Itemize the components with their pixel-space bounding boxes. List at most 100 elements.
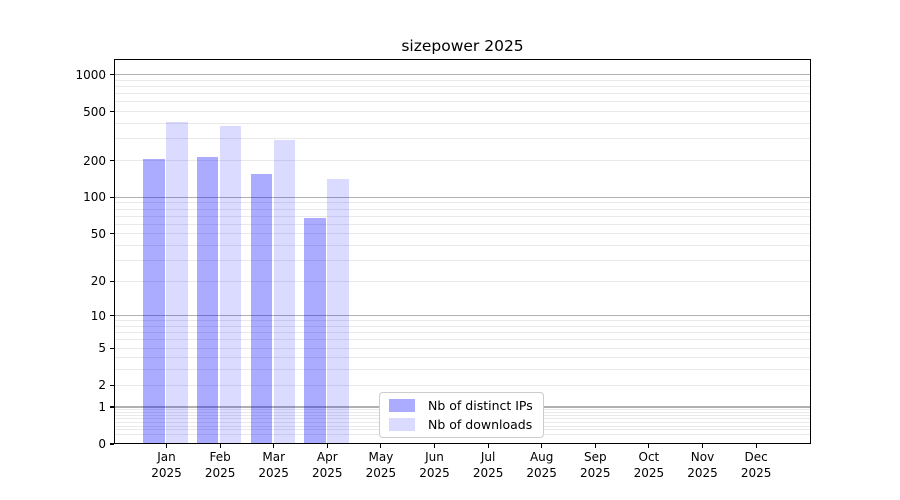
minor-gridline xyxy=(114,332,811,334)
x-tick-label: Jun 2025 xyxy=(407,450,463,481)
minor-gridline xyxy=(114,93,811,95)
minor-gridline xyxy=(114,202,811,204)
y-tick-label: 100 xyxy=(83,190,106,205)
minor-gridline xyxy=(114,280,811,282)
x-tick-label-year: 2025 xyxy=(687,465,718,480)
x-tick-label-year: 2025 xyxy=(580,465,611,480)
x-tick-label-month: Jul xyxy=(480,450,496,464)
x-tick-mark xyxy=(326,444,328,448)
y-tick-label: 2 xyxy=(98,378,106,393)
x-tick-label-year: 2025 xyxy=(472,465,504,480)
legend-item-downloads: Nb of downloads xyxy=(389,417,534,434)
y-tick-label: 50 xyxy=(90,226,106,241)
legend: Nb of distinct IPs Nb of downloads xyxy=(379,392,544,438)
x-tick-label-month: Apr xyxy=(316,450,338,464)
x-tick-label: May 2025 xyxy=(353,450,409,481)
x-tick-mark xyxy=(219,444,221,448)
major-gridline xyxy=(114,315,811,317)
x-tick-mark xyxy=(701,444,704,448)
x-tick-mark xyxy=(755,444,757,448)
legend-label-downloads: Nb of downloads xyxy=(428,417,533,433)
minor-gridline xyxy=(114,86,811,88)
minor-gridline xyxy=(114,223,811,225)
bar-downloads xyxy=(166,121,188,444)
x-tick-label-year: 2025 xyxy=(312,465,343,480)
x-tick-mark xyxy=(648,444,650,448)
y-tick-label: 10 xyxy=(90,308,106,323)
legend-swatch-distinct-ips xyxy=(389,398,415,412)
x-tick-mark xyxy=(433,444,436,448)
x-tick-label: Jul 2025 xyxy=(460,450,516,481)
x-tick-mark xyxy=(594,444,596,448)
bar-downloads xyxy=(273,139,295,444)
x-tick-label: Feb 2025 xyxy=(192,450,248,481)
y-tick-label: 1 xyxy=(98,399,106,414)
y-tick-mark xyxy=(110,233,114,235)
x-tick-label-month: May xyxy=(368,450,394,464)
x-tick-label-year: 2025 xyxy=(633,465,665,480)
x-tick-mark xyxy=(380,444,382,448)
bar-downloads xyxy=(219,125,242,444)
y-tick-label: 20 xyxy=(90,274,106,289)
minor-gridline xyxy=(114,320,811,322)
x-tick-label-month: Mar xyxy=(262,450,285,464)
y-tick-label: 500 xyxy=(83,104,106,119)
minor-gridline xyxy=(114,101,811,103)
x-tick-label-year: 2025 xyxy=(419,465,450,480)
y-tick-mark xyxy=(110,347,114,349)
y-tick-mark xyxy=(110,74,114,76)
x-tick-mark xyxy=(165,444,168,448)
minor-gridline xyxy=(114,138,811,140)
minor-gridline xyxy=(114,357,811,359)
legend-item-distinct-ips: Nb of distinct IPs xyxy=(389,397,534,414)
legend-label-distinct-ips: Nb of distinct IPs xyxy=(428,397,533,413)
minor-gridline xyxy=(114,79,811,81)
minor-gridline xyxy=(114,339,811,341)
x-tick-label-month: Dec xyxy=(744,450,768,464)
x-tick-label: Aug 2025 xyxy=(514,450,570,481)
x-tick-mark xyxy=(541,444,543,448)
x-tick-label: Nov 2025 xyxy=(675,450,731,481)
minor-gridline xyxy=(114,208,811,210)
chart-title: sizepower 2025 xyxy=(401,37,524,55)
x-tick-label: Oct 2025 xyxy=(621,450,677,481)
minor-gridline xyxy=(114,259,811,261)
x-tick-label-month: Sep xyxy=(583,450,607,464)
minor-gridline xyxy=(114,233,811,235)
x-tick-label-year: 2025 xyxy=(526,465,557,480)
y-tick-mark xyxy=(110,111,114,113)
minor-gridline xyxy=(114,123,811,125)
x-tick-label-month: Jan xyxy=(157,450,176,464)
y-tick-mark xyxy=(110,443,114,445)
bar-distinct-ips xyxy=(196,156,219,444)
x-tick-label-month: Jun xyxy=(425,450,444,464)
x-tick-label: Sep 2025 xyxy=(567,450,623,481)
minor-gridline xyxy=(114,326,811,328)
bar-distinct-ips xyxy=(143,159,165,444)
y-tick-label: 200 xyxy=(83,153,106,168)
bar-distinct-ips xyxy=(304,218,326,444)
x-tick-label-year: 2025 xyxy=(740,465,772,480)
x-tick-label-year: 2025 xyxy=(204,465,236,480)
x-tick-label: Dec 2025 xyxy=(728,450,784,481)
legend-swatch-downloads xyxy=(389,418,415,432)
y-tick-mark xyxy=(110,384,114,386)
y-tick-mark xyxy=(110,280,114,282)
minor-gridline xyxy=(114,384,811,386)
minor-gridline xyxy=(114,215,811,217)
minor-gridline xyxy=(114,244,811,246)
x-tick-label-month: Oct xyxy=(638,450,660,464)
x-tick-label-year: 2025 xyxy=(365,465,397,480)
major-gridline xyxy=(114,74,811,76)
minor-gridline xyxy=(114,160,811,162)
y-tick-label: 0 xyxy=(98,437,106,451)
minor-gridline xyxy=(114,369,811,371)
x-tick-label: Jan 2025 xyxy=(139,450,195,481)
x-tick-label-month: Nov xyxy=(690,450,715,464)
x-tick-label: Apr 2025 xyxy=(299,450,355,481)
bar-downloads xyxy=(327,179,349,444)
x-tick-mark xyxy=(273,444,275,448)
plot-area xyxy=(114,59,811,444)
x-tick-label-month: Aug xyxy=(529,450,554,464)
